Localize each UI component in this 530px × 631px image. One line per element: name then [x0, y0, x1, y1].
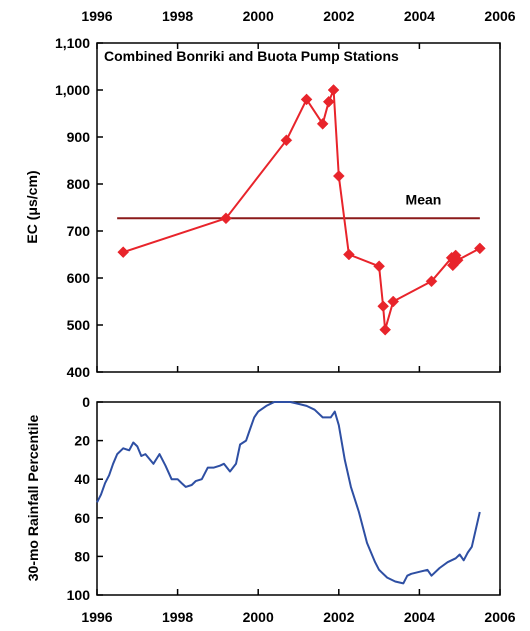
rainfall-y-tick-label: 40 [74, 471, 90, 487]
rainfall-y-tick-label: 20 [74, 433, 90, 449]
rainfall-y-tick-label: 60 [74, 510, 90, 526]
ec-y-tick-label: 1,000 [55, 82, 90, 98]
ec-y-tick-label: 400 [67, 364, 91, 380]
ec-data-point [451, 254, 464, 266]
ec-chart: Combined Bonriki and Buota Pump Stations… [24, 8, 516, 380]
ec-data-point [220, 212, 232, 225]
rainfall-series-group [96, 401, 481, 585]
ec-y-tick-label: 500 [67, 317, 91, 333]
rainfall-x-tick-label: 2006 [484, 609, 515, 625]
ec-x-tick-label: 2002 [323, 8, 354, 24]
mean-label: Mean [406, 191, 442, 207]
ec-data-point [322, 95, 335, 108]
ec-y-tick-label: 1,100 [55, 35, 90, 51]
ec-x-tick-label: 1996 [81, 8, 112, 24]
ec-y-tick-label: 800 [67, 176, 91, 192]
rainfall-x-tick-label: 1998 [162, 609, 193, 625]
ec-data-point [327, 84, 340, 96]
ec-data-point [387, 295, 400, 308]
ec-data-point [300, 93, 313, 106]
ec-y-tick-label: 700 [67, 223, 91, 239]
rainfall-y-tick-label: 0 [82, 394, 90, 410]
ec-series-line [122, 89, 481, 331]
ec-data-point [316, 117, 329, 130]
ec-x-tick-label: 2004 [404, 8, 435, 24]
ec-y-axis-label: EC (μs/cm) [24, 170, 40, 243]
rainfall-chart: 30-mo Rainfall Percentile 0 20 40 60 80 100 1… [25, 394, 516, 625]
rainfall-x-tick-label: 1996 [81, 609, 112, 625]
ec-data-point [379, 323, 391, 336]
rainfall-y-tick-label: 80 [74, 548, 90, 564]
ec-data-point [343, 248, 355, 261]
ec-x-tick-label: 1998 [162, 8, 193, 24]
ec-y-tick-label: 600 [67, 270, 91, 286]
ec-series-group [117, 84, 486, 336]
ec-plot-frame [96, 42, 501, 373]
ec-chart-title: Combined Bonriki and Buota Pump Stations [104, 48, 399, 64]
ec-y-tick-label: 900 [67, 129, 91, 145]
rainfall-x-ticks: 1996 1998 2000 2002 2004 2006 [81, 589, 516, 625]
rainfall-x-tick-label: 2002 [323, 609, 354, 625]
ec-data-point [117, 246, 130, 259]
rainfall-y-axis-label: 30-mo Rainfall Percentile [25, 415, 41, 582]
ec-data-point [425, 275, 438, 288]
ec-mean-group: Mean [117, 191, 480, 220]
rainfall-y-tick-label: 100 [67, 587, 91, 603]
rainfall-plot-frame [96, 401, 501, 596]
ec-data-point [280, 134, 293, 147]
rainfall-series-line [96, 401, 481, 585]
ec-data-point [373, 260, 385, 273]
ec-x-tick-label: 2000 [243, 8, 274, 24]
rainfall-y-ticks: 0 20 40 60 80 100 [67, 394, 103, 603]
ec-data-point [473, 242, 486, 255]
ec-y-ticks: 400 500 600 700 800 900 1,000 1,100 [55, 35, 103, 380]
ec-data-point [332, 170, 345, 182]
ec-x-tick-label: 2006 [484, 8, 515, 24]
rainfall-x-tick-label: 2000 [243, 609, 274, 625]
rainfall-x-tick-label: 2004 [404, 609, 435, 625]
ec-x-ticks-top: 1996 1998 2000 2002 2004 2006 [81, 8, 516, 372]
ec-data-point [377, 300, 389, 313]
